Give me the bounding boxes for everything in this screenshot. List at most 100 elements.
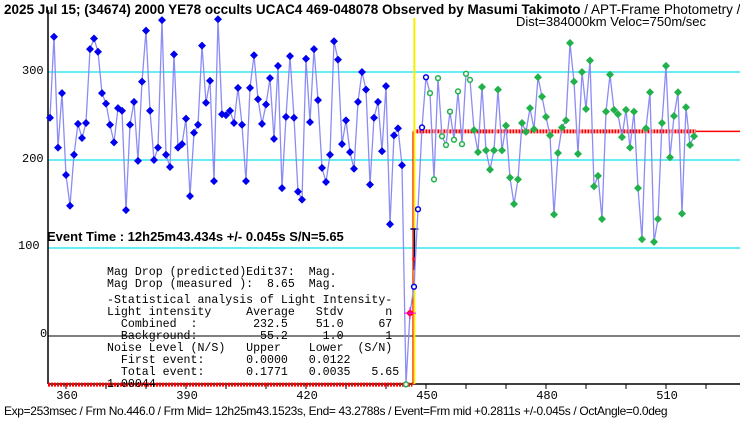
- data-point: [570, 77, 578, 86]
- data-point: [178, 140, 186, 149]
- stats-line: Total event: 0.1771 0.0035 5.65: [107, 366, 400, 379]
- data-point: [198, 41, 206, 50]
- data-point: [622, 105, 630, 114]
- data-point: [146, 106, 154, 115]
- data-point: [62, 170, 70, 179]
- data-point: [450, 136, 458, 143]
- data-point: [646, 88, 654, 97]
- data-point: [526, 104, 534, 113]
- data-point: [350, 164, 358, 173]
- x-tick-label: 360: [56, 389, 78, 403]
- data-point: [510, 200, 518, 208]
- data-point: [122, 206, 130, 215]
- data-point: [682, 103, 690, 112]
- data-point: [678, 209, 686, 218]
- data-point: [98, 89, 106, 98]
- data-point: [262, 100, 270, 109]
- data-point: [346, 148, 354, 157]
- data-point: [594, 171, 602, 180]
- data-point: [610, 105, 618, 114]
- stats-line: First event: 0.0000 0.0122: [107, 354, 351, 367]
- data-point: [154, 143, 162, 152]
- data-point: [538, 92, 546, 101]
- data-point: [642, 124, 650, 133]
- data-point: [78, 134, 86, 142]
- data-point: [662, 61, 670, 70]
- data-point: [546, 131, 554, 140]
- data-point: [630, 107, 638, 116]
- data-point: [162, 150, 170, 159]
- data-point: [614, 110, 622, 119]
- data-point: [134, 156, 142, 165]
- data-point: [210, 177, 218, 186]
- data-point: [394, 124, 402, 133]
- data-point: [582, 104, 590, 113]
- data-point: [334, 55, 342, 64]
- data-point: [518, 119, 526, 128]
- stats-line: Combined : 232.5 51.0 67: [107, 318, 393, 331]
- data-point: [74, 119, 82, 128]
- data-point: [54, 143, 62, 152]
- data-point: [102, 99, 110, 108]
- data-point: [638, 235, 646, 244]
- data-point: [354, 97, 362, 106]
- data-point: [566, 38, 574, 47]
- data-point: [46, 113, 54, 122]
- x-tick-label: 450: [416, 389, 438, 403]
- statistics-panel: Mag Drop (predicted)Edit37: Mag. Mag Drop…: [107, 243, 399, 403]
- data-point: [342, 116, 350, 125]
- data-point: [498, 146, 506, 155]
- data-point: [562, 116, 570, 125]
- data-point: [506, 173, 514, 182]
- data-point: [186, 192, 194, 201]
- data-point: [166, 163, 174, 172]
- data-point: [434, 75, 442, 82]
- data-point: [378, 147, 386, 156]
- data-point: [234, 83, 242, 92]
- data-point: [618, 133, 626, 142]
- data-point: [322, 178, 330, 186]
- data-point: [426, 89, 434, 97]
- data-point: [382, 82, 390, 91]
- data-point: [574, 149, 582, 158]
- data-point: [242, 177, 250, 186]
- stats-line: Mag Drop (measured ): 8.65 Mag.: [107, 278, 337, 291]
- data-point: [118, 106, 126, 115]
- data-point: [490, 146, 498, 155]
- data-point: [126, 120, 134, 129]
- data-point: [238, 120, 246, 129]
- data-point: [374, 97, 382, 106]
- data-point: [542, 112, 550, 121]
- data-point: [590, 182, 598, 191]
- data-point: [522, 127, 530, 136]
- data-point: [586, 56, 594, 65]
- data-point: [602, 107, 610, 116]
- data-point: [294, 187, 302, 196]
- data-point: [142, 26, 150, 35]
- data-point: [270, 134, 278, 143]
- data-point: [558, 123, 566, 132]
- data-point: [530, 125, 538, 134]
- data-point: [326, 150, 334, 159]
- data-point: [338, 140, 346, 149]
- x-tick-label: 510: [656, 389, 678, 403]
- data-point: [182, 114, 190, 123]
- data-point: [550, 210, 558, 219]
- data-point: [626, 143, 634, 152]
- data-point: [462, 70, 470, 77]
- data-point: [202, 98, 210, 107]
- data-point: [230, 119, 238, 128]
- data-point: [70, 150, 78, 159]
- data-point: [50, 32, 58, 41]
- stats-line: Background: -55.2 1.0 1: [107, 330, 393, 343]
- data-point: [534, 73, 542, 82]
- data-point: [330, 37, 338, 46]
- data-point: [306, 118, 314, 127]
- data-point: [686, 141, 694, 150]
- data-point: [226, 106, 234, 115]
- stats-line: Noise Level (N/S) Upper Lower (S/N): [107, 342, 393, 355]
- data-point: [502, 121, 510, 130]
- data-point: [310, 45, 318, 54]
- data-point: [578, 68, 586, 76]
